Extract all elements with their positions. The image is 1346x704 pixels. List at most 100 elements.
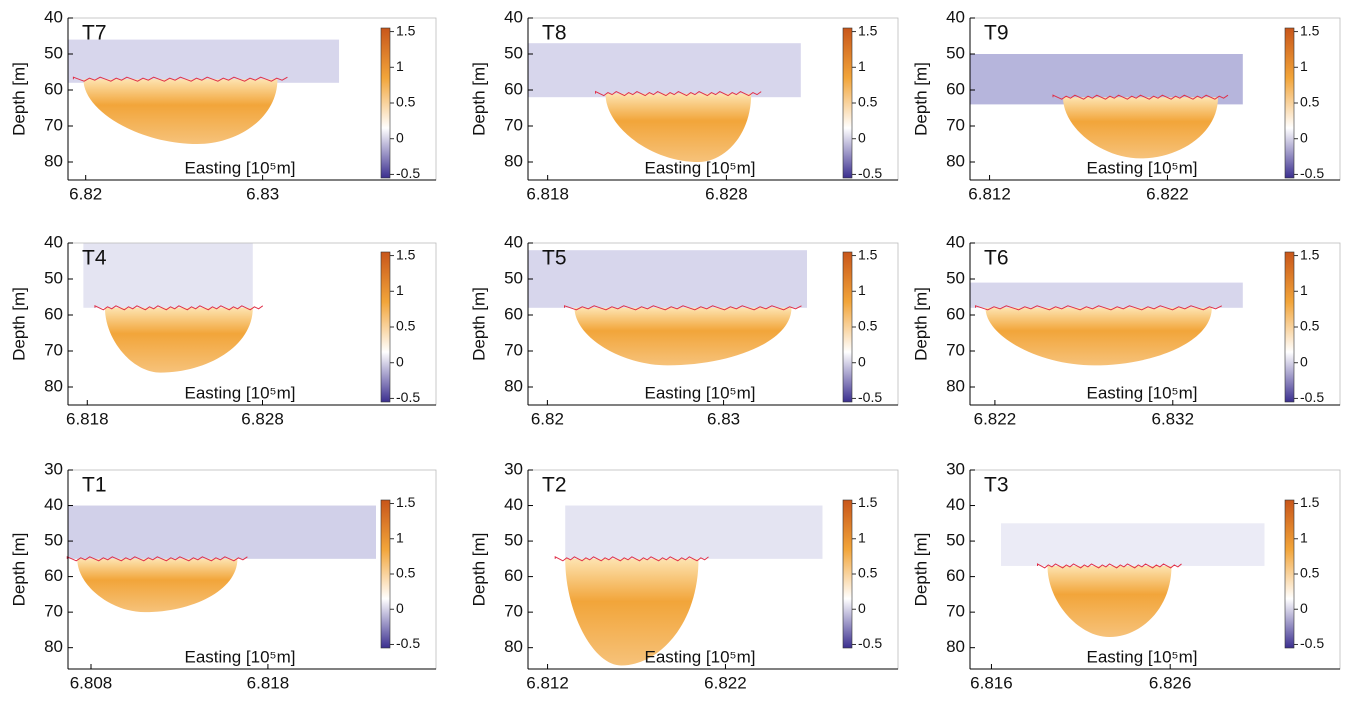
y-tick-label: 50	[504, 268, 523, 287]
y-tick-label: 80	[946, 151, 965, 170]
panel: 40 50 60 70 806.818 6.828 T8 Easting [10⁵m] Dept…	[469, 7, 899, 203]
x-tick-label: 6.828	[241, 409, 284, 428]
colorbar-tick-label: 1	[858, 529, 866, 545]
colorbar-tick-label: 0	[858, 353, 866, 369]
panel-title: T9	[984, 22, 1009, 45]
colorbar-tick-label: 0	[1300, 600, 1308, 616]
panel: 40 50 60 70 80 6.82 6.83 T7 Easting [10⁵m] Depth …	[9, 7, 437, 203]
y-tick-label: 80	[504, 376, 523, 395]
colorbar	[842, 251, 853, 403]
y-tick-label: 80	[504, 151, 523, 170]
x-tick-label: 6.822	[974, 409, 1017, 428]
colorbar	[380, 251, 391, 403]
y-tick-label: 50	[946, 268, 965, 287]
colorbar-tick-label: -0.5	[396, 635, 420, 651]
colorbar	[842, 27, 853, 179]
y-tick-label: 50	[946, 531, 965, 550]
panel: 30 40 50 60 70 80 6.816 6.826 T3 Easting [10⁵m] De…	[911, 459, 1341, 692]
interface-line	[1037, 563, 1182, 569]
y-tick-label: 80	[946, 637, 965, 656]
interface-line	[595, 90, 762, 97]
panel: 40 50 60 70 80 6.822 6.832 T6 Easting [10⁵m] Dept…	[911, 232, 1341, 428]
y-axis-label: Depth [m]	[911, 533, 930, 607]
panel: 40 50 60 70 80 6.82 6.83 T5 Easting [10⁵m] Depth …	[469, 232, 899, 428]
colorbar	[1284, 251, 1295, 403]
y-tick-label: 80	[44, 376, 63, 395]
y-tick-label: 40	[44, 7, 63, 26]
x-tick-label: 6.818	[526, 184, 569, 203]
colorbar-tick-label: 0.5	[396, 565, 416, 581]
x-axis-label: Easting [10⁵m]	[645, 383, 756, 402]
heatmap-lower-layer	[985, 307, 1212, 366]
x-tick-label: 6.82	[531, 409, 564, 428]
heatmap-lower-layer	[565, 558, 699, 666]
x-tick-label: 6.818	[66, 409, 109, 428]
y-tick-label: 50	[44, 531, 63, 550]
colorbar-tick-label: 1.5	[1300, 22, 1320, 38]
colorbar-tick-label: 1.5	[396, 246, 416, 262]
y-tick-label: 50	[44, 268, 63, 287]
panel-title: T8	[542, 22, 567, 45]
colorbar-tick-label: -0.5	[1300, 389, 1324, 405]
y-axis-label: Depth [m]	[9, 533, 28, 607]
x-tick-label: 6.812	[526, 673, 569, 692]
heatmap-lower-layer	[605, 93, 752, 162]
colorbar	[1284, 27, 1295, 179]
x-tick-label: 6.826	[1149, 673, 1192, 692]
panel-title: T1	[82, 474, 107, 497]
heatmap-upper-layer	[565, 505, 823, 559]
heatmap-lower-layer	[104, 307, 253, 373]
y-tick-label: 30	[504, 459, 523, 478]
y-tick-label: 70	[504, 602, 523, 621]
colorbar-tick-label: 1.5	[858, 494, 878, 510]
y-tick-label: 70	[504, 115, 523, 134]
y-tick-label: 40	[946, 7, 965, 26]
x-tick-label: 6.828	[705, 184, 748, 203]
y-axis-label: Depth [m]	[9, 287, 28, 361]
y-axis-label: Depth [m]	[911, 287, 930, 361]
colorbar-tick-label: 0	[858, 600, 866, 616]
colorbar-tick-label: 0	[858, 129, 866, 145]
y-tick-label: 70	[44, 340, 63, 359]
x-tick-label: 6.822	[1146, 184, 1189, 203]
panel: 30 40 50 60 70 80 6.808 6.818 T1 Easting [10⁵m] De…	[9, 459, 437, 692]
colorbar-tick-label: 0.5	[1300, 94, 1320, 110]
y-tick-label: 30	[44, 459, 63, 478]
panel-title: T6	[984, 247, 1009, 270]
panel-title: T7	[82, 22, 107, 45]
panel-title: T5	[542, 247, 567, 270]
y-tick-label: 50	[504, 43, 523, 62]
colorbar-tick-label: 1	[396, 282, 404, 298]
interface-line	[564, 305, 802, 311]
colorbar	[380, 499, 391, 649]
y-tick-label: 60	[504, 566, 523, 585]
colorbar-tick-label: 1.5	[1300, 494, 1320, 510]
colorbar-tick-label: -0.5	[1300, 635, 1324, 651]
y-tick-label: 40	[504, 7, 523, 26]
y-tick-label: 40	[946, 495, 965, 514]
x-tick-label: 6.816	[970, 673, 1013, 692]
panel-title: T2	[542, 474, 567, 497]
interface-line	[1052, 94, 1229, 100]
heatmap-lower-layer	[1063, 97, 1218, 159]
x-tick-label: 6.822	[704, 673, 747, 692]
heatmap-upper-layer	[970, 282, 1243, 308]
x-tick-label: 6.808	[70, 673, 113, 692]
y-axis-label: Depth [m]	[469, 62, 488, 136]
colorbar-tick-label: -0.5	[858, 635, 882, 651]
interface-line	[72, 76, 288, 82]
y-tick-label: 60	[44, 304, 63, 323]
x-axis-label: Easting [10⁵m]	[185, 647, 296, 666]
colorbar-tick-label: -0.5	[1300, 165, 1324, 181]
y-tick-label: 40	[504, 495, 523, 514]
panel: 40 50 60 70 806.812 6.822 T9 Easting [10⁵m] Dept…	[911, 7, 1341, 203]
colorbar-tick-label: 1	[396, 529, 404, 545]
y-tick-label: 40	[44, 232, 63, 251]
y-tick-label: 50	[44, 43, 63, 62]
y-tick-label: 40	[44, 495, 63, 514]
y-tick-label: 70	[946, 340, 965, 359]
colorbar-tick-label: 0.5	[396, 318, 416, 334]
y-tick-label: 70	[946, 115, 965, 134]
panel-title: T4	[82, 247, 107, 270]
